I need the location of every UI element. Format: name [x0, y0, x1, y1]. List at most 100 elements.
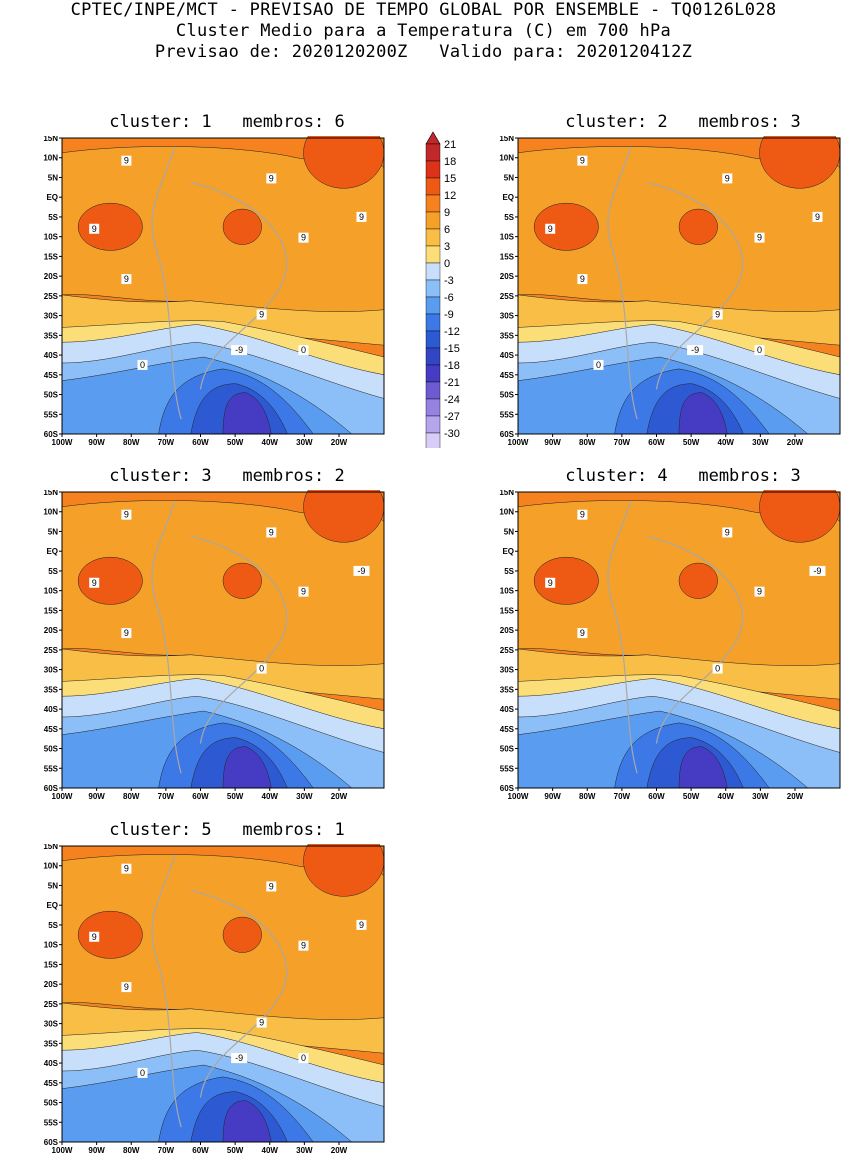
lat-label: 30S	[44, 312, 59, 321]
colorbar-swatch	[425, 415, 441, 434]
lat-label: 45S	[44, 725, 59, 734]
colorbar-swatch	[425, 398, 441, 417]
temperature-band-9	[222, 392, 272, 435]
lat-label: 30S	[500, 312, 515, 321]
lat-label: 5N	[504, 527, 514, 536]
lon-label: 50W	[227, 792, 244, 801]
lat-label: 35S	[44, 1039, 59, 1048]
contour-label-bg	[812, 211, 823, 222]
lon-label: 40W	[262, 1146, 279, 1155]
lat-label: 5S	[48, 567, 58, 576]
lat-label: 10S	[44, 587, 59, 596]
colorbar-label: -21	[444, 377, 460, 389]
lon-label: 60W	[648, 438, 665, 447]
contour-label-bg	[809, 565, 826, 576]
lat-label: 50S	[44, 745, 59, 754]
colorbar-label: 9	[444, 207, 450, 219]
contour-label: 9	[301, 587, 306, 597]
lat-label: 60S	[500, 430, 515, 439]
lat-label: 50S	[500, 391, 515, 400]
contour-label-bg	[356, 211, 367, 222]
contour-label-bg	[121, 863, 132, 874]
contour-label-bg	[593, 359, 604, 370]
lat-label: 40S	[500, 705, 515, 714]
lon-label: 40W	[262, 438, 279, 447]
lat-label: 10N	[43, 154, 58, 163]
lat-label: 45S	[44, 371, 59, 380]
lat-label: 15S	[44, 252, 59, 261]
lat-label: 15N	[43, 136, 58, 143]
lat-label: 5N	[504, 173, 514, 182]
contour-label-bg	[137, 1067, 148, 1078]
lat-label: 60S	[44, 784, 59, 793]
contour-label: 9	[548, 578, 553, 588]
lat-label: 10N	[43, 508, 58, 517]
lat-label: 20S	[44, 272, 59, 281]
contour-label-bg	[121, 509, 132, 520]
warm-patch-2	[222, 562, 262, 599]
map-panel-cluster-3: 15N 10N 5N EQ 5S 10S 15S 20S 25S 30S 35S 40S 45S 50S 5…	[43, 490, 385, 801]
contour-label-bg	[712, 309, 723, 320]
contour-label: 9	[580, 274, 585, 284]
lon-label: 30W	[296, 438, 313, 447]
contour-label: 9	[259, 310, 264, 320]
warm-patch-2	[222, 916, 262, 953]
lat-label: 45S	[500, 371, 515, 380]
contour-label-bg	[298, 1053, 309, 1064]
lon-label: 80W	[579, 792, 596, 801]
warm-patch-0	[77, 910, 143, 959]
colorbar-label: 15	[444, 173, 456, 185]
lon-label: 30W	[296, 1146, 313, 1155]
temperature-band-9	[678, 392, 728, 435]
contour-label-bg	[256, 309, 267, 320]
colorbar-label: -15	[444, 343, 460, 355]
lat-label: 5S	[504, 213, 514, 222]
lat-label: 45S	[44, 1079, 59, 1088]
panel-3-title: cluster: 3 membros: 2	[109, 466, 345, 486]
colorbar-label: -30	[444, 428, 460, 440]
lon-label: 60W	[192, 438, 209, 447]
lat-label: 10N	[499, 508, 514, 517]
lon-label: 30W	[752, 792, 769, 801]
lat-label: EQ	[46, 193, 58, 202]
colorbar-swatch	[425, 228, 441, 247]
contour-label: 9	[580, 156, 585, 166]
map-field	[61, 844, 385, 1143]
panel-1-title: cluster: 1 membros: 6	[109, 112, 345, 132]
contour-label: 0	[757, 345, 762, 355]
lat-label: 15S	[44, 606, 59, 615]
colorbar-swatch	[425, 347, 441, 366]
lat-label: 35S	[500, 685, 515, 694]
colorbar-label: 0	[444, 258, 450, 270]
contour-label: 9	[124, 274, 129, 284]
contour-label-bg	[231, 345, 248, 356]
lat-label: 10S	[44, 233, 59, 242]
contour-label: 9	[269, 527, 274, 537]
contour-label-bg	[266, 173, 277, 184]
contour-label: 9	[124, 510, 129, 520]
lat-label: 60S	[44, 430, 59, 439]
lon-label: 20W	[331, 1146, 348, 1155]
lat-label: 15N	[43, 490, 58, 497]
contour-label-bg	[754, 586, 765, 597]
contour-label: 0	[140, 1068, 145, 1078]
lat-label: 15S	[500, 252, 515, 261]
lat-label: 20S	[500, 272, 515, 281]
contour-label-bg	[353, 565, 370, 576]
contour-label: 9	[715, 310, 720, 320]
colorbar-label: -27	[444, 411, 460, 423]
map-panel-cluster-4: 15N 10N 5N EQ 5S 10S 15S 20S 25S 30S 35S 40S 45S 50S 5…	[499, 490, 841, 801]
lon-label: 90W	[88, 438, 105, 447]
lon-label: 20W	[331, 792, 348, 801]
contour-label: 0	[596, 360, 601, 370]
warm-patch-0	[533, 556, 599, 605]
lat-label: 10S	[500, 233, 515, 242]
colorbar-swatch	[425, 432, 441, 448]
contour-label: 9	[301, 941, 306, 951]
contour-label-bg	[298, 345, 309, 356]
coastline	[646, 535, 744, 744]
contour-label-bg	[577, 274, 588, 285]
contour-label: 9	[92, 224, 97, 234]
contour-label: 9	[815, 212, 820, 222]
lon-label: 80W	[123, 438, 140, 447]
